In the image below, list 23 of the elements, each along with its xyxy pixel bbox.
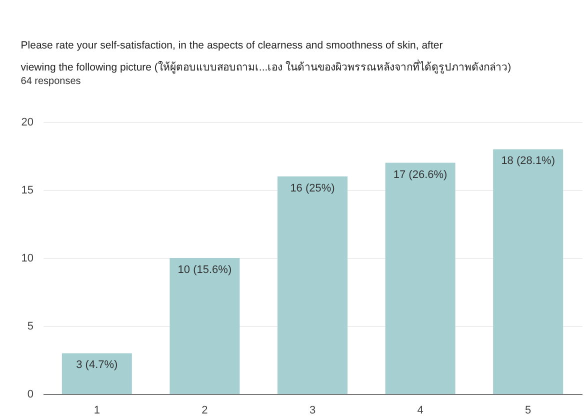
data-label: 16 (25%) [290,182,335,194]
bar [493,149,564,394]
y-tick-label: 15 [21,184,34,196]
data-label: 17 (26.6%) [393,168,448,181]
x-tick-label: 1 [94,404,100,416]
bar [170,258,240,394]
data-label: 10 (15.6%) [178,264,232,276]
x-tick-label: 4 [417,404,424,416]
bar [385,162,456,394]
text: viewing the following picture (ให้ผู้ตอบแบบสอบถามเ...เอง ในด้านของผิวพรรณหลังจากที่ได้ดูรูปภาพดังกล่าว) [20,62,512,74]
data-label: 3 (4.7%) [76,359,118,372]
y-tick-label: 0 [27,388,34,400]
y-tick-label: 5 [27,320,34,332]
text: Please rate your self-satisfaction, in the aspects of clearness and smoothness of skin, after [20,40,443,52]
y-tick-label: 10 [21,252,34,264]
chart-subtitle: 64 responses [20,76,81,87]
x-tick-label: 5 [525,404,532,416]
data-label: 18 (28.1%) [501,155,556,168]
x-tick-label: 2 [202,404,208,416]
bar [62,353,132,394]
x-tick-label: 3 [309,404,316,416]
bar [278,176,348,394]
y-tick-label: 20 [21,116,34,128]
